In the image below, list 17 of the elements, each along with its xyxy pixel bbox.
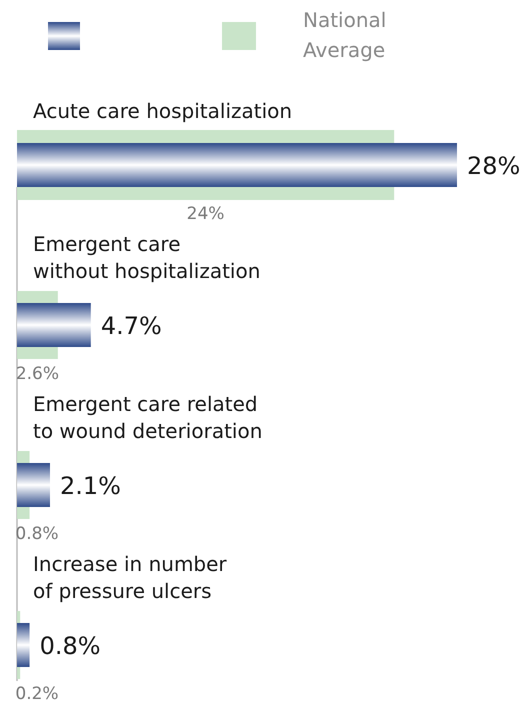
- y-tick-label: Emergent care without hospitalization: [33, 232, 260, 283]
- data-label: 4.7%: [100, 312, 162, 340]
- y-tick-label: Acute care hospitalization: [33, 99, 292, 123]
- data-label: 0.2%: [15, 684, 59, 704]
- data-label: 2.1%: [60, 472, 121, 500]
- data-label: 28%: [467, 152, 520, 180]
- data-label: 24%: [186, 204, 224, 224]
- bar: [17, 143, 457, 187]
- data-label: 0.8%: [40, 632, 101, 660]
- bar: [17, 623, 30, 667]
- bar: [17, 463, 50, 507]
- data-label: 0.8%: [15, 524, 59, 544]
- data-label: 2.6%: [16, 364, 60, 384]
- y-tick-label: Emergent care related to wound deterioration: [33, 392, 262, 443]
- legend-label: National Average: [303, 8, 386, 62]
- bar: [17, 303, 91, 347]
- y-tick-label: Increase in number of pressure ulcers: [33, 552, 228, 603]
